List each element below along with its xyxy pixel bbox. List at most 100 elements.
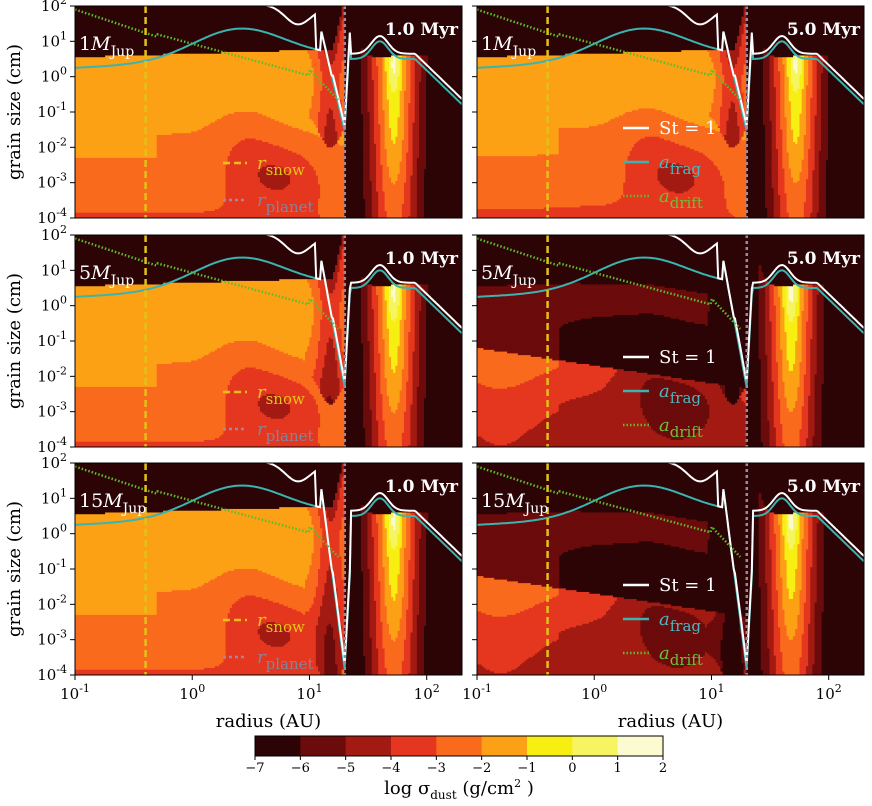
- density-cell: [373, 81, 379, 85]
- density-cell: [812, 62, 818, 65]
- density-cell: [401, 314, 407, 317]
- density-cell: [337, 397, 345, 400]
- density-cell: [717, 126, 727, 129]
- density-cell: [363, 355, 371, 358]
- density-cell: [726, 203, 747, 207]
- density-cell: [376, 388, 381, 392]
- density-cell: [758, 266, 762, 270]
- density-cell: [393, 140, 396, 143]
- density-cell: [408, 113, 416, 117]
- density-cell: [801, 62, 805, 65]
- density-cell: [380, 124, 386, 127]
- density-cell: [419, 328, 427, 331]
- density-cell: [775, 314, 781, 317]
- density-cell: [395, 318, 403, 321]
- density-cell: [386, 150, 403, 154]
- density-cell: [412, 372, 420, 376]
- density-cell: [816, 78, 822, 81]
- density-cell: [657, 173, 695, 177]
- density-cell: [412, 124, 420, 127]
- density-cell: [225, 193, 321, 196]
- density-cell: [410, 291, 416, 294]
- density-cell: [363, 367, 371, 370]
- density-cell: [360, 94, 368, 97]
- density-cell: [320, 216, 345, 218]
- density-cell: [313, 298, 321, 301]
- density-cell: [818, 156, 829, 159]
- density-cell: [320, 445, 345, 447]
- density-cell: [287, 172, 317, 175]
- density-cell: [765, 165, 773, 168]
- density-cell: [326, 353, 336, 356]
- density-cell: [326, 145, 334, 148]
- density-cell: [313, 71, 323, 74]
- density-cell: [360, 288, 368, 291]
- density-cell: [410, 326, 416, 330]
- density-cell: [384, 348, 390, 351]
- density-cell: [765, 349, 773, 353]
- density-cell: [477, 182, 624, 186]
- density-cell: [388, 335, 401, 339]
- density-cell: [171, 133, 315, 136]
- density-cell: [797, 323, 803, 326]
- density-cell: [378, 78, 384, 81]
- density-cell: [395, 319, 401, 323]
- density-cell: [778, 289, 783, 293]
- density-cell: [309, 342, 319, 346]
- density-cell: [75, 318, 315, 321]
- density-cell: [373, 358, 381, 362]
- density-cell: [726, 55, 740, 58]
- density-cell: [403, 425, 411, 429]
- density-cell: [507, 55, 710, 58]
- density-cell: [393, 71, 396, 74]
- density-cell: [75, 323, 315, 326]
- density-cell: [565, 282, 581, 286]
- density-cell: [337, 34, 341, 37]
- density-cell: [75, 397, 227, 400]
- density-cell: [371, 182, 377, 186]
- density-cell: [773, 200, 781, 203]
- density-cell: [401, 87, 407, 90]
- density-cell: [360, 332, 368, 335]
- density-cell: [816, 328, 824, 331]
- density-cell: [382, 332, 390, 335]
- density-cell: [386, 92, 401, 95]
- density-cell: [403, 131, 409, 134]
- density-cell: [324, 140, 338, 143]
- density-cell: [805, 325, 813, 328]
- density-cell: [339, 250, 343, 254]
- density-cell: [784, 87, 790, 90]
- density-cell: [382, 295, 386, 298]
- density-cell: [788, 87, 794, 90]
- density-cell: [803, 83, 809, 87]
- density-cell: [780, 127, 788, 131]
- density-cell: [75, 103, 313, 106]
- density-cell: [386, 74, 390, 78]
- density-cell: [803, 69, 809, 72]
- density-cell: [773, 196, 781, 200]
- density-cell: [765, 289, 770, 293]
- density-cell: [339, 378, 345, 381]
- density-cell: [795, 309, 801, 312]
- density-cell: [614, 117, 680, 120]
- density-cell: [388, 395, 401, 399]
- density-cell: [337, 280, 345, 284]
- density-cell: [786, 69, 792, 72]
- density-cell: [410, 83, 416, 87]
- density-cell: [309, 57, 319, 60]
- density-cell: [401, 300, 407, 303]
- density-cell: [816, 83, 822, 87]
- density-cell: [728, 110, 736, 113]
- density-cell: [376, 159, 381, 163]
- density-cell: [812, 179, 820, 182]
- density-cell: [788, 296, 794, 300]
- density-cell: [388, 170, 401, 173]
- density-cell: [410, 89, 416, 92]
- density-cell: [360, 335, 368, 339]
- density-cell: [371, 187, 377, 191]
- density-cell: [401, 143, 409, 147]
- density-cell: [292, 126, 317, 129]
- density-cell: [320, 97, 341, 101]
- density-cell: [726, 202, 747, 205]
- density-cell: [369, 122, 375, 125]
